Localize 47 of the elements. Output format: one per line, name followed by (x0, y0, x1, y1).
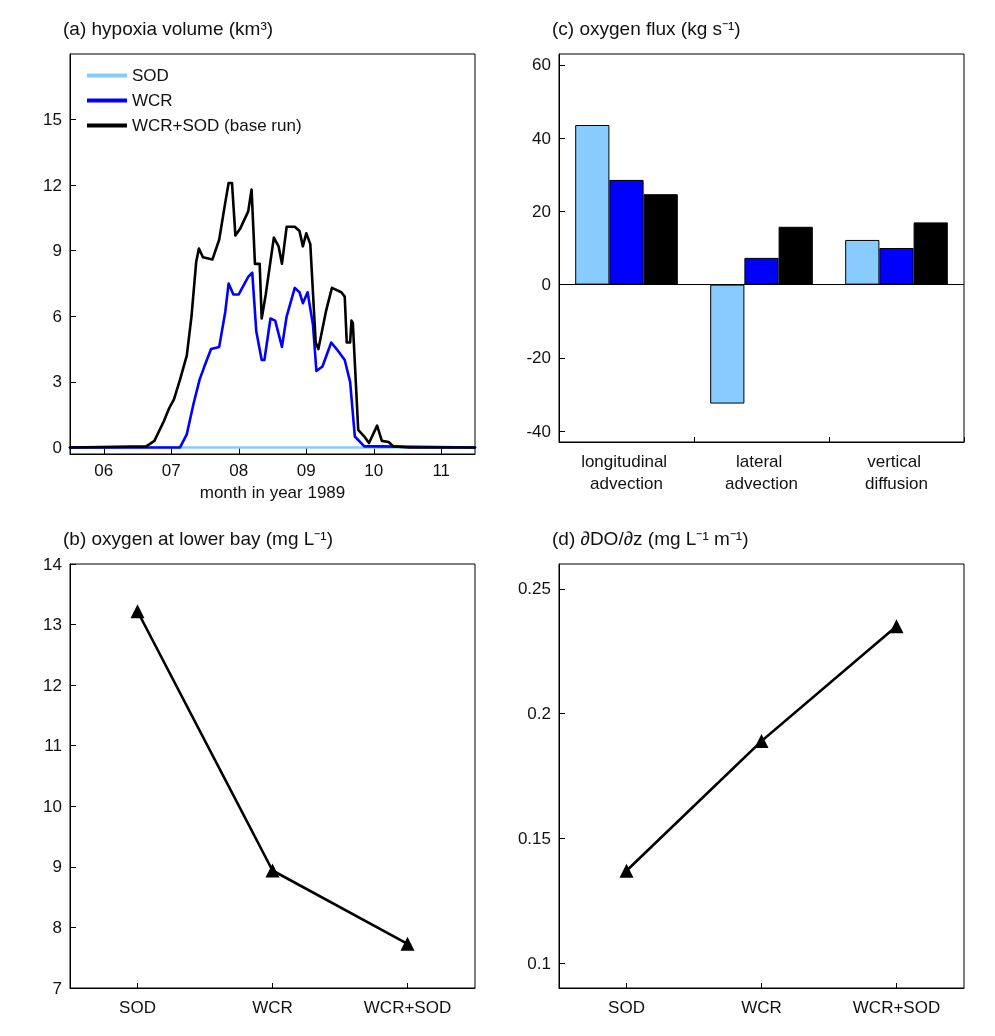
x-tick-label: 06 (94, 461, 114, 480)
legend-label: WCR+SOD (base run) (132, 116, 302, 135)
y-tick-label: 12 (43, 675, 62, 695)
y-tick-label: -20 (526, 348, 551, 368)
y-tick-label: 10 (43, 796, 62, 816)
legend-label: WCR (132, 91, 173, 110)
x-tick-label: WCR (252, 997, 293, 1017)
y-tick-label: 60 (532, 55, 551, 75)
y-tick-label: 0.15 (517, 828, 551, 848)
x-tick-label: vertical diffusion (864, 451, 929, 493)
y-tick-label: 11 (44, 736, 62, 756)
x-tick-label: WCR+SOD (363, 997, 452, 1017)
y-tick-label: 0.25 (517, 579, 551, 599)
y-tick-label: 12 (43, 175, 62, 195)
y-tick-label: 0.2 (527, 704, 551, 724)
y-tick-label: 40 (532, 128, 551, 148)
y-tick-label: 6 (52, 306, 62, 326)
x-tick-label: 10 (364, 461, 384, 480)
x-tick-label: WCR+SOD (852, 997, 941, 1017)
y-tick-label: 14 (43, 554, 62, 574)
x-tick-label: lateral advection (725, 451, 798, 493)
x-axis-title: month in year 1989 (199, 483, 346, 502)
chart-title: (c) oxygen flux (kg s⁻¹) (552, 18, 741, 39)
y-tick-label: 15 (43, 110, 62, 130)
y-tick-label: 0.1 (527, 953, 551, 973)
chart-title: (b) oxygen at lower bay (mg L⁻¹) (63, 528, 333, 549)
y-tick-label: 7 (52, 978, 62, 998)
chart-title: (d) ∂DO/∂z (mg L⁻¹ m⁻¹) (552, 528, 749, 549)
y-tick-label: 3 (52, 372, 62, 392)
y-tick-label: 9 (52, 857, 62, 877)
y-tick-label: -40 (526, 421, 551, 441)
y-tick-label: 0 (541, 275, 551, 295)
x-tick-label: 08 (229, 461, 249, 480)
x-tick-label: SOD (608, 997, 645, 1017)
x-tick-label: SOD (119, 997, 156, 1017)
x-tick-label: WCR (741, 997, 782, 1017)
legend-label: SOD (132, 66, 169, 85)
y-tick-label: 0 (52, 437, 62, 457)
y-tick-label: 8 (52, 917, 62, 937)
y-tick-label: 20 (532, 201, 551, 221)
x-tick-label: 11 (432, 461, 451, 480)
y-tick-label: 9 (52, 241, 62, 261)
y-tick-label: 13 (43, 615, 62, 635)
x-tick-label: 09 (296, 461, 316, 480)
x-tick-label: longitudinal advection (581, 451, 672, 493)
x-tick-label: 07 (161, 461, 181, 480)
chart-title: (a) hypoxia volume (km³) (63, 18, 274, 39)
